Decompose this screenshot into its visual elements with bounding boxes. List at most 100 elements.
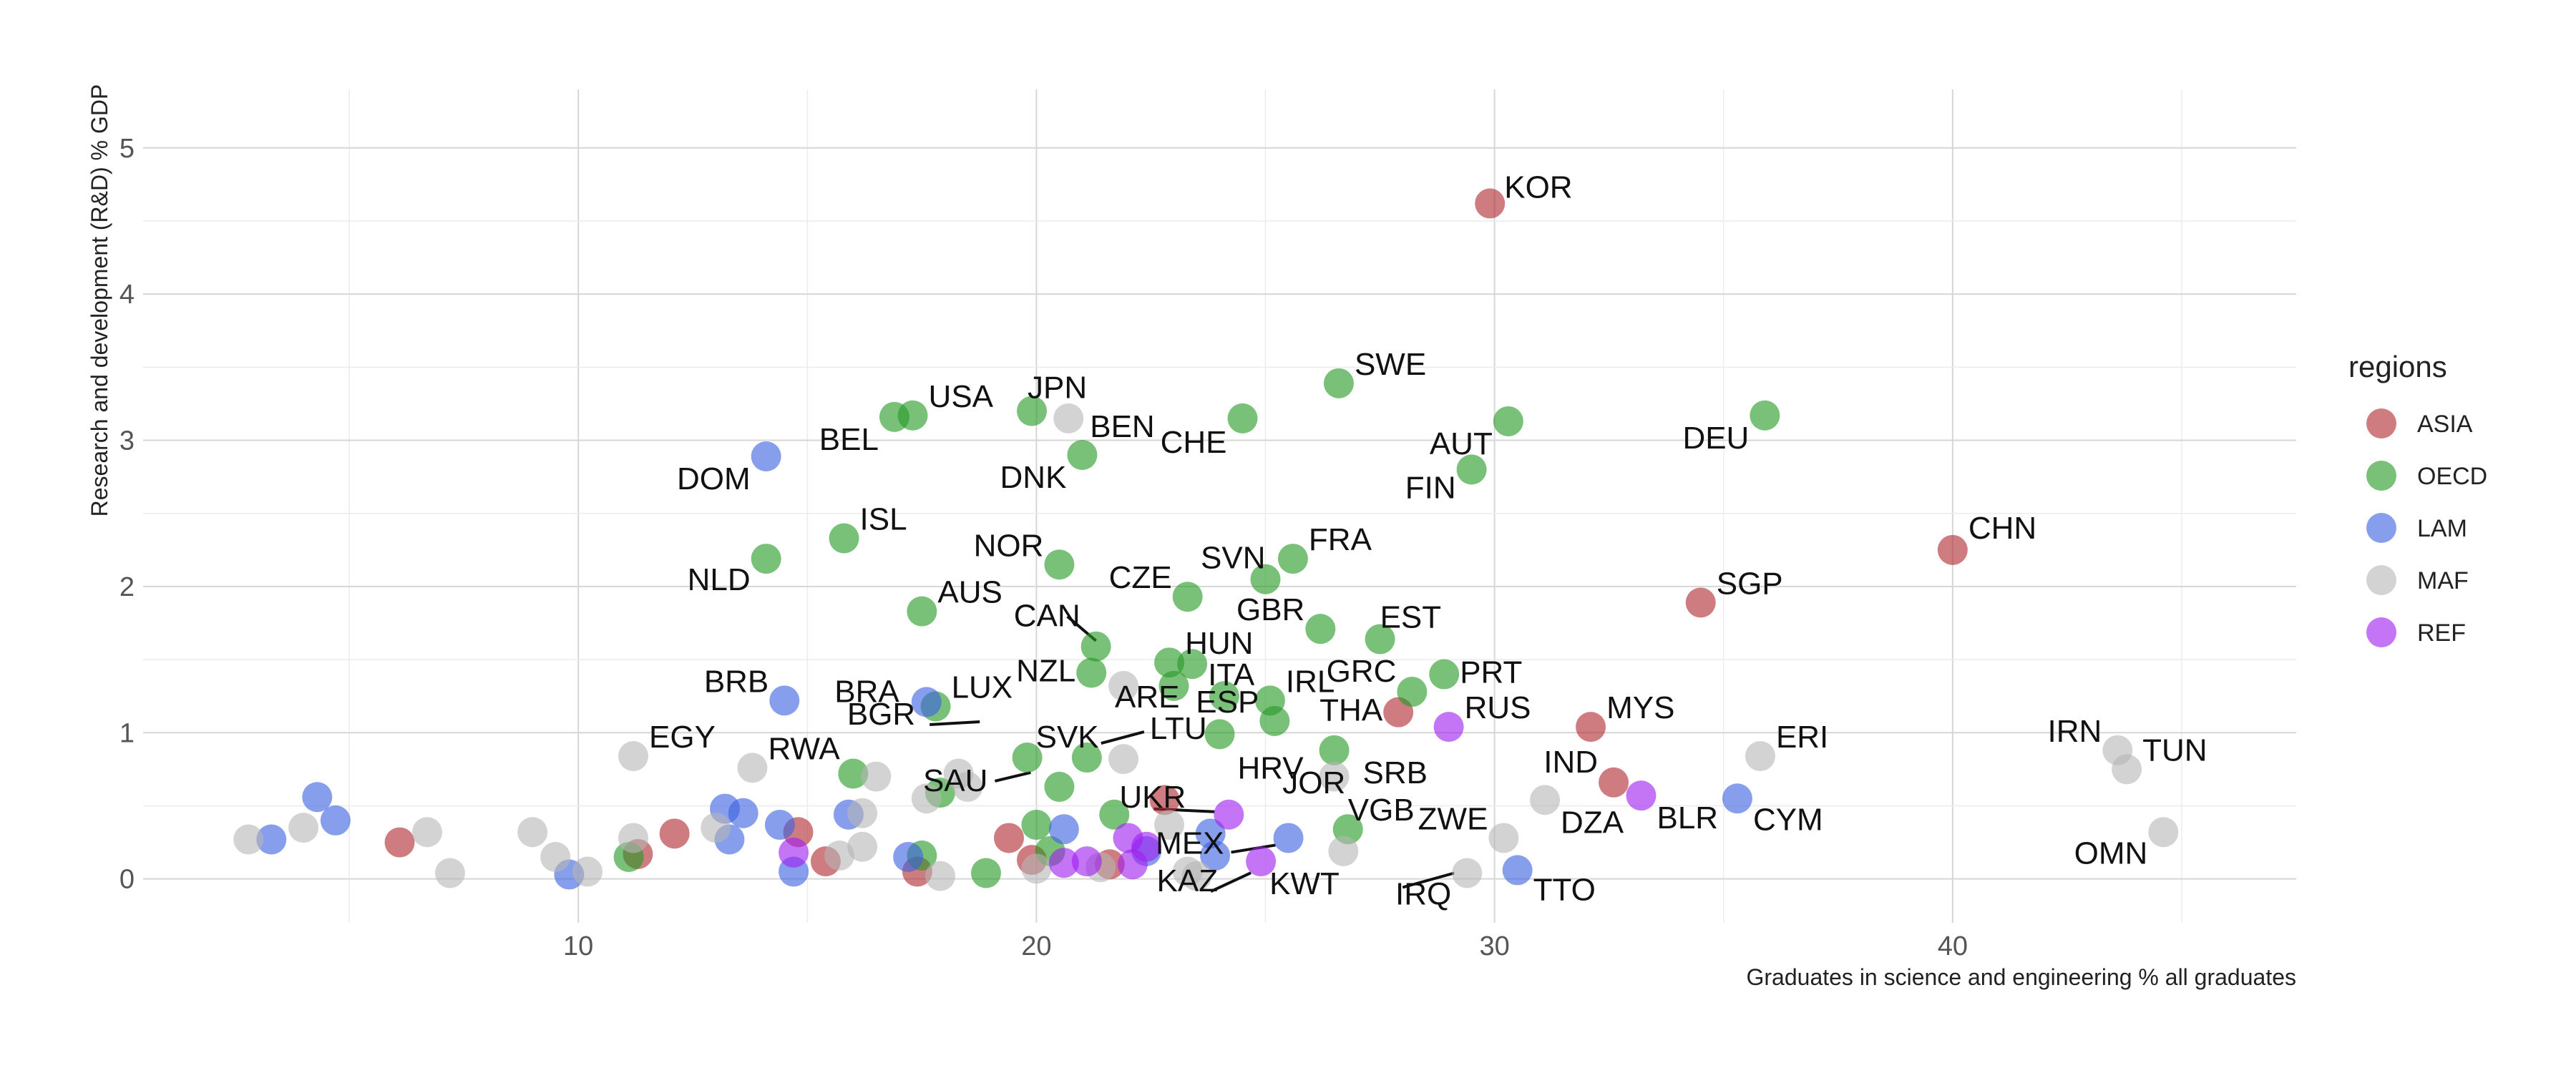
point-label-nld: NLD (688, 562, 751, 597)
data-point-oecd-nld (751, 544, 781, 574)
point-label-aut: AUT (1430, 426, 1493, 461)
x-axis-title: Graduates in science and engineering % a… (1747, 964, 2297, 990)
point-label-irl: IRL (1286, 664, 1335, 699)
data-point-asia (1149, 785, 1180, 815)
legend-key-oecd (2366, 461, 2396, 491)
point-label-kwt: KWT (1269, 866, 1340, 901)
data-point-oecd-bel (879, 401, 909, 432)
data-point-maf-eri (1745, 741, 1775, 771)
point-label-jor: JOR (1282, 765, 1345, 800)
legend-key-lam (2366, 513, 2396, 543)
leader-line-sau (994, 770, 1031, 783)
legend-label-asia: ASIA (2417, 411, 2473, 438)
data-point-ref (1131, 831, 1162, 862)
point-label-dom: DOM (677, 461, 751, 496)
data-point-maf (911, 783, 942, 814)
point-label-ita: ITA (1208, 657, 1255, 692)
data-point-lam (320, 805, 351, 836)
data-point-maf-egy (618, 741, 649, 771)
data-point-asia-kor (1475, 188, 1506, 219)
data-point-oecd-swe (1323, 368, 1354, 398)
legend-label-lam: LAM (2417, 515, 2467, 542)
data-point-oecd-esp (1259, 705, 1290, 736)
point-label-mys: MYS (1606, 690, 1674, 725)
data-point-maf (924, 861, 955, 891)
y-axis-ticks: 0 1 2 3 4 5 (119, 134, 135, 895)
point-label-ben: BEN (1090, 409, 1154, 444)
legend-label-ref: REF (2417, 619, 2466, 647)
data-point-oecd-aut (1493, 406, 1523, 436)
data-point-maf (517, 817, 548, 848)
leader-line-irq (1402, 871, 1455, 889)
data-point-lam-cym (1722, 783, 1752, 814)
y-tick-label: 4 (119, 280, 135, 310)
data-point-maf (288, 813, 319, 843)
point-label-ukr: UKR (1119, 780, 1186, 815)
data-point-maf (1108, 744, 1139, 775)
data-point-maf (540, 842, 571, 873)
point-label-deu: DEU (1682, 421, 1749, 456)
data-point-asia-mys (1576, 712, 1606, 743)
point-label-lux: LUX (952, 670, 1013, 705)
point-label-swe: SWE (1355, 347, 1426, 382)
data-point-oecd-est (1365, 624, 1395, 655)
data-point-oecd-ita (1177, 649, 1208, 680)
data-point-oecd-grc (1397, 677, 1428, 707)
y-tick-label: 0 (119, 865, 135, 895)
data-point-maf (618, 823, 649, 853)
data-point-oecd-can (1080, 631, 1111, 662)
data-point-maf (701, 813, 731, 843)
point-label-svn: SVN (1201, 541, 1265, 576)
data-point-maf-zwe (1488, 823, 1519, 853)
legend-key-ref (2366, 617, 2396, 647)
data-point-maf-tun (2112, 754, 2142, 785)
data-point-ref-kaz (1246, 846, 1277, 877)
data-point-lam-dom (751, 441, 781, 472)
data-point-oecd-jpn (1017, 396, 1048, 426)
data-point-maf (1319, 761, 1350, 792)
data-point-maf-ben (1053, 403, 1084, 433)
data-point-oecd-cze (1172, 582, 1203, 612)
grid-lines (143, 89, 2296, 923)
data-point-maf (1021, 853, 1052, 884)
data-point-lam (1273, 823, 1304, 853)
point-label-can: CAN (1014, 599, 1080, 634)
data-point-oecd-fin (1456, 454, 1487, 485)
point-label-esp: ESP (1196, 685, 1259, 720)
point-label-rus: RUS (1465, 690, 1531, 725)
point-label-irq: IRQ (1395, 877, 1451, 912)
point-label-ind: IND (1543, 745, 1598, 780)
point-label-srb: SRB (1363, 755, 1428, 790)
point-label-nzl: NZL (1016, 654, 1075, 689)
point-label-brb: BRB (704, 664, 769, 699)
data-point-oecd (1099, 799, 1130, 830)
legend-label-oecd: OECD (2417, 463, 2487, 490)
data-point-lam-bra (911, 687, 942, 717)
point-label-svk: SVK (1036, 720, 1099, 755)
point-label-bra: BRA (834, 674, 899, 709)
data-point-asia-chn (1937, 534, 1968, 565)
x-tick-label: 40 (1938, 931, 1968, 961)
point-label-kor: KOR (1504, 170, 1572, 205)
point-label-cze: CZE (1109, 560, 1172, 595)
point-label-tto: TTO (1533, 872, 1596, 907)
data-point-oecd (838, 758, 869, 789)
x-tick-label: 10 (563, 931, 593, 961)
data-point-oecd-deu (1750, 400, 1780, 431)
leader-line-ltu (1101, 730, 1145, 745)
x-tick-label: 30 (1479, 931, 1509, 961)
y-tick-label: 2 (119, 572, 135, 602)
point-label-bel: BEL (819, 422, 879, 457)
legend-key-maf (2366, 565, 2396, 595)
point-label-rwa: RWA (768, 731, 840, 766)
point-label-bgr: BGR (847, 697, 915, 732)
point-label-jpn: JPN (1028, 371, 1087, 406)
x-axis-ticks: 10 20 30 40 (563, 931, 1968, 961)
data-point-maf (952, 771, 983, 802)
point-label-omn: OMN (2074, 836, 2148, 871)
point-label-mex: MEX (1156, 825, 1224, 861)
data-point-maf-irq (1452, 858, 1483, 888)
point-label-gbr: GBR (1236, 592, 1304, 627)
data-point-oecd-nor (1044, 549, 1075, 580)
point-label-est: EST (1380, 599, 1442, 635)
